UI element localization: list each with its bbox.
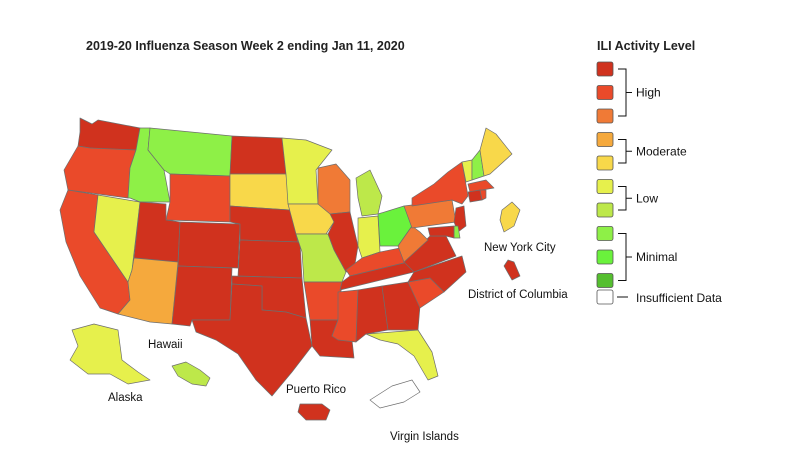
legend-swatch-level-1 [596, 273, 614, 288]
legend-swatch-level-8 [596, 108, 614, 124]
legend-insufficient: Insufficient Data [596, 289, 722, 305]
state-new-mexico[interactable] [171, 265, 233, 327]
state-minnesota[interactable] [281, 137, 333, 205]
legend-groups: High Moderate Low Minimal [618, 68, 687, 281]
legend-bracket-high [618, 68, 632, 117]
state-florida[interactable] [365, 329, 439, 381]
label-nyc: New York City [484, 242, 556, 254]
state-connecticut[interactable] [467, 189, 483, 203]
legend: ILI Activity Level High Moderate Low Minima… [596, 39, 722, 305]
legend-bracket-minimal [618, 233, 632, 281]
label-hawaii: Hawaii [148, 339, 183, 351]
state-wyoming[interactable] [165, 173, 231, 223]
state-west-virginia[interactable] [397, 225, 429, 263]
state-new-jersey[interactable] [453, 205, 467, 233]
state-wisconsin[interactable] [317, 163, 351, 215]
label-alaska: Alaska [108, 392, 143, 404]
legend-label-high: High [636, 86, 661, 100]
state-georgia[interactable] [381, 281, 421, 331]
legend-label-moderate: Moderate [636, 144, 687, 158]
legend-swatch-insufficient [596, 289, 614, 305]
legend-swatch-level-3 [596, 226, 614, 241]
map-title: 2019-20 Influenza Season Week 2 ending J… [86, 39, 405, 53]
state-north-dakota[interactable] [229, 135, 287, 175]
state-rhode-island[interactable] [479, 189, 487, 201]
state-nebraska[interactable] [229, 205, 299, 243]
legend-swatch-level-2 [596, 249, 614, 265]
state-colorado[interactable] [177, 221, 241, 269]
states-layer [59, 117, 521, 421]
state-kansas[interactable] [237, 239, 303, 279]
state-massachusetts[interactable] [467, 179, 495, 193]
legend-swatch-level-9 [596, 85, 614, 100]
legend-title: ILI Activity Level [597, 39, 695, 53]
state-south-dakota[interactable] [229, 173, 291, 211]
puerto-rico[interactable] [297, 403, 331, 421]
legend-swatch-level-5 [596, 179, 614, 194]
state-north-carolina[interactable] [407, 255, 467, 293]
state-maryland[interactable] [427, 225, 455, 239]
state-texas[interactable] [191, 283, 313, 397]
label-virgin-islands: Virgin Islands [390, 431, 459, 443]
legend-swatch-level-4 [596, 202, 614, 218]
label-puerto-rico: Puerto Rico [286, 384, 346, 396]
state-maine[interactable] [479, 127, 513, 177]
label-dc: District of Columbia [468, 289, 568, 301]
state-new-york[interactable] [411, 161, 469, 207]
map-labels: New York City District of Columbia Hawai… [108, 242, 568, 443]
legend-swatch-level-6 [596, 155, 614, 171]
state-arkansas[interactable] [303, 281, 343, 321]
virgin-islands[interactable] [369, 379, 421, 409]
state-oregon[interactable] [63, 145, 137, 199]
state-hawaii[interactable] [171, 361, 211, 387]
state-alabama[interactable] [355, 285, 389, 343]
legend-bracket-moderate [618, 139, 632, 164]
state-alaska[interactable] [69, 323, 151, 385]
nyc-marker[interactable] [499, 201, 521, 233]
state-illinois[interactable] [327, 211, 359, 273]
legend-bracket-low [618, 186, 632, 211]
legend-swatches [596, 61, 614, 288]
legend-label-low: Low [636, 191, 658, 205]
state-michigan[interactable] [355, 169, 383, 217]
legend-swatch-level-7 [596, 132, 614, 147]
dc-marker[interactable] [503, 259, 521, 281]
legend-label-insufficient: Insufficient Data [636, 291, 722, 305]
legend-label-minimal: Minimal [636, 250, 677, 264]
state-indiana[interactable] [357, 215, 381, 259]
legend-swatch-level-10 [596, 61, 614, 77]
state-washington[interactable] [77, 117, 141, 151]
